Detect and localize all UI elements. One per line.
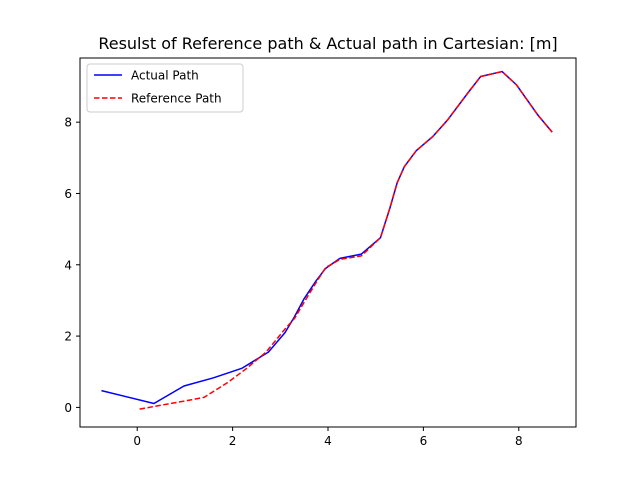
x-axis: 0 2 4 6 8 (133, 427, 523, 448)
y-tick-label: 2 (64, 330, 72, 344)
x-tick-label: 2 (229, 434, 237, 448)
x-tick-label: 0 (133, 434, 141, 448)
legend-label-actual-path: Actual Path (131, 69, 199, 83)
series-layer (101, 70, 553, 410)
y-tick-label: 6 (64, 187, 72, 201)
legend: Actual Path Reference Path (86, 63, 244, 113)
x-tick-label: 6 (420, 434, 428, 448)
x-tick-label: 8 (515, 434, 523, 448)
y-axis: 0 2 4 6 8 (64, 116, 80, 415)
y-tick-label: 4 (64, 258, 72, 272)
series-line-reference-path (139, 70, 553, 410)
y-tick-label: 8 (64, 116, 72, 130)
x-tick-label: 4 (324, 434, 332, 448)
chart-title: Resulst of Reference path & Actual path … (98, 34, 557, 53)
plot-frame (79, 57, 577, 428)
plot-area (80, 58, 576, 427)
legend-box (86, 63, 244, 113)
legend-label-reference-path: Reference Path (131, 92, 222, 106)
y-tick-label: 0 (64, 401, 72, 415)
